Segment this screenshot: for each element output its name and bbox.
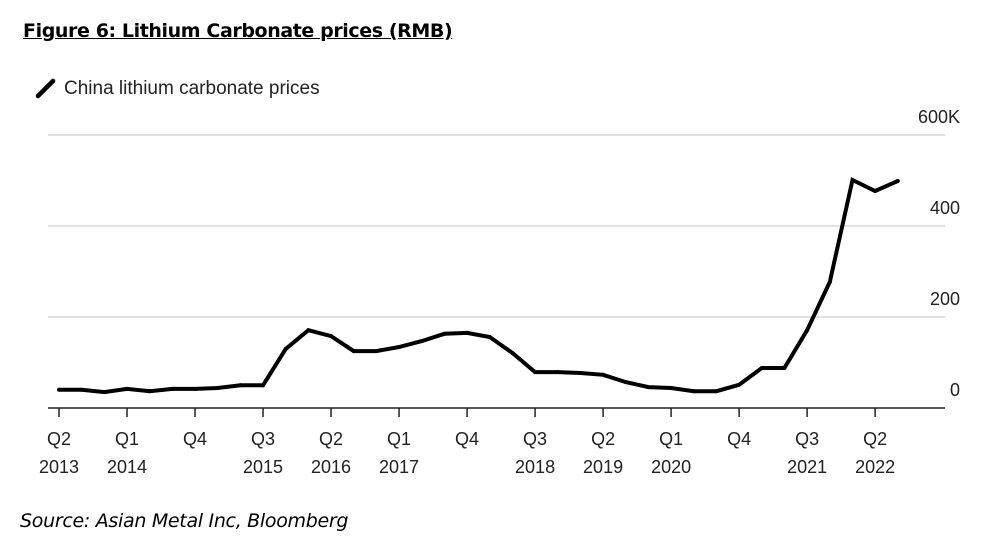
data-point-2014Q2 bbox=[147, 389, 152, 394]
data-point-2018Q3 bbox=[533, 370, 538, 375]
x-tick-label-year: 2019 bbox=[583, 457, 623, 477]
data-point-2015Q2 bbox=[238, 383, 243, 388]
data-point-2020Q2 bbox=[691, 389, 696, 394]
y-tick-label: 0 bbox=[950, 380, 960, 400]
data-point-2018Q4 bbox=[555, 370, 560, 375]
data-point-2014Q1 bbox=[125, 386, 130, 391]
x-tick-label-year: 2017 bbox=[379, 457, 419, 477]
series-line-china-lithium-carbonate-prices bbox=[59, 177, 899, 395]
data-point-2016Q3 bbox=[351, 349, 356, 354]
x-tick-label-quarter: Q2 bbox=[863, 429, 887, 449]
data-point-2019Q4 bbox=[646, 385, 651, 390]
data-point-2017Q1 bbox=[397, 345, 402, 350]
chart-title: Figure 6: Lithium Carbonate prices (RMB) bbox=[23, 20, 453, 42]
data-point-2021Q3 bbox=[805, 328, 810, 333]
data-point-2022Q1 bbox=[850, 178, 855, 183]
data-point-2020Q3 bbox=[714, 389, 719, 394]
data-point-2015Q3 bbox=[261, 383, 266, 388]
data-point-2013Q3 bbox=[79, 387, 84, 392]
legend: China lithium carbonate prices bbox=[35, 78, 320, 99]
data-point-2018Q2 bbox=[510, 350, 515, 355]
data-point-2016Q2 bbox=[329, 334, 334, 339]
y-tick-label: 200 bbox=[930, 289, 960, 309]
data-point-2019Q1 bbox=[578, 370, 583, 375]
data-point-2014Q4 bbox=[193, 386, 198, 391]
data-point-2019Q2 bbox=[601, 372, 606, 377]
data-point-2019Q3 bbox=[623, 380, 628, 385]
y-tick-label: 600K bbox=[918, 107, 960, 127]
data-point-2022Q3 bbox=[895, 178, 900, 183]
data-point-2016Q4 bbox=[374, 349, 379, 354]
x-tick-label-year: 2020 bbox=[651, 457, 691, 477]
y-tick-label: 400 bbox=[930, 198, 960, 218]
x-tick-label-year: 2014 bbox=[107, 457, 147, 477]
x-tick-label-quarter: Q4 bbox=[183, 429, 207, 449]
x-tick-label-quarter: Q1 bbox=[659, 429, 683, 449]
legend-label: China lithium carbonate prices bbox=[64, 78, 320, 99]
x-tick-label-quarter: Q2 bbox=[319, 429, 343, 449]
data-point-2013Q2 bbox=[57, 387, 61, 392]
data-point-2015Q1 bbox=[215, 385, 220, 390]
data-point-2017Q3 bbox=[442, 331, 447, 336]
x-tick-label-quarter: Q1 bbox=[387, 429, 411, 449]
x-tick-label-year: 2013 bbox=[39, 457, 79, 477]
data-point-2020Q4 bbox=[737, 382, 742, 387]
x-tick-label-quarter: Q2 bbox=[47, 429, 71, 449]
data-point-2015Q4 bbox=[283, 346, 288, 351]
data-point-2018Q1 bbox=[487, 335, 492, 340]
data-point-2022Q2 bbox=[873, 188, 878, 193]
x-tick-label-year: 2016 bbox=[311, 457, 351, 477]
x-tick-label-year: 2018 bbox=[515, 457, 555, 477]
data-point-2017Q2 bbox=[419, 339, 424, 344]
source-note: Source: Asian Metal Inc, Bloomberg bbox=[20, 510, 349, 532]
data-point-2021Q2 bbox=[782, 365, 787, 370]
x-tick-label-quarter: Q4 bbox=[727, 429, 751, 449]
x-tick-label-year: 2015 bbox=[243, 457, 283, 477]
data-point-2020Q1 bbox=[669, 385, 674, 390]
x-tick-label-quarter: Q3 bbox=[795, 429, 819, 449]
data-point-2017Q4 bbox=[465, 330, 470, 335]
x-tick-label-quarter: Q3 bbox=[251, 429, 275, 449]
x-tick-label-quarter: Q3 bbox=[523, 429, 547, 449]
data-point-2021Q4 bbox=[827, 279, 832, 284]
legend-line-swatch bbox=[35, 78, 56, 99]
x-tick-label-year: 2022 bbox=[855, 457, 895, 477]
data-point-2013Q4 bbox=[102, 390, 107, 395]
x-tick-label-quarter: Q4 bbox=[455, 429, 479, 449]
x-tick-label-quarter: Q1 bbox=[115, 429, 139, 449]
data-point-2021Q1 bbox=[759, 365, 764, 370]
data-point-2016Q1 bbox=[306, 328, 311, 333]
x-tick-label-year: 2021 bbox=[787, 457, 827, 477]
data-point-2014Q3 bbox=[170, 386, 175, 391]
x-tick-label-quarter: Q2 bbox=[591, 429, 615, 449]
